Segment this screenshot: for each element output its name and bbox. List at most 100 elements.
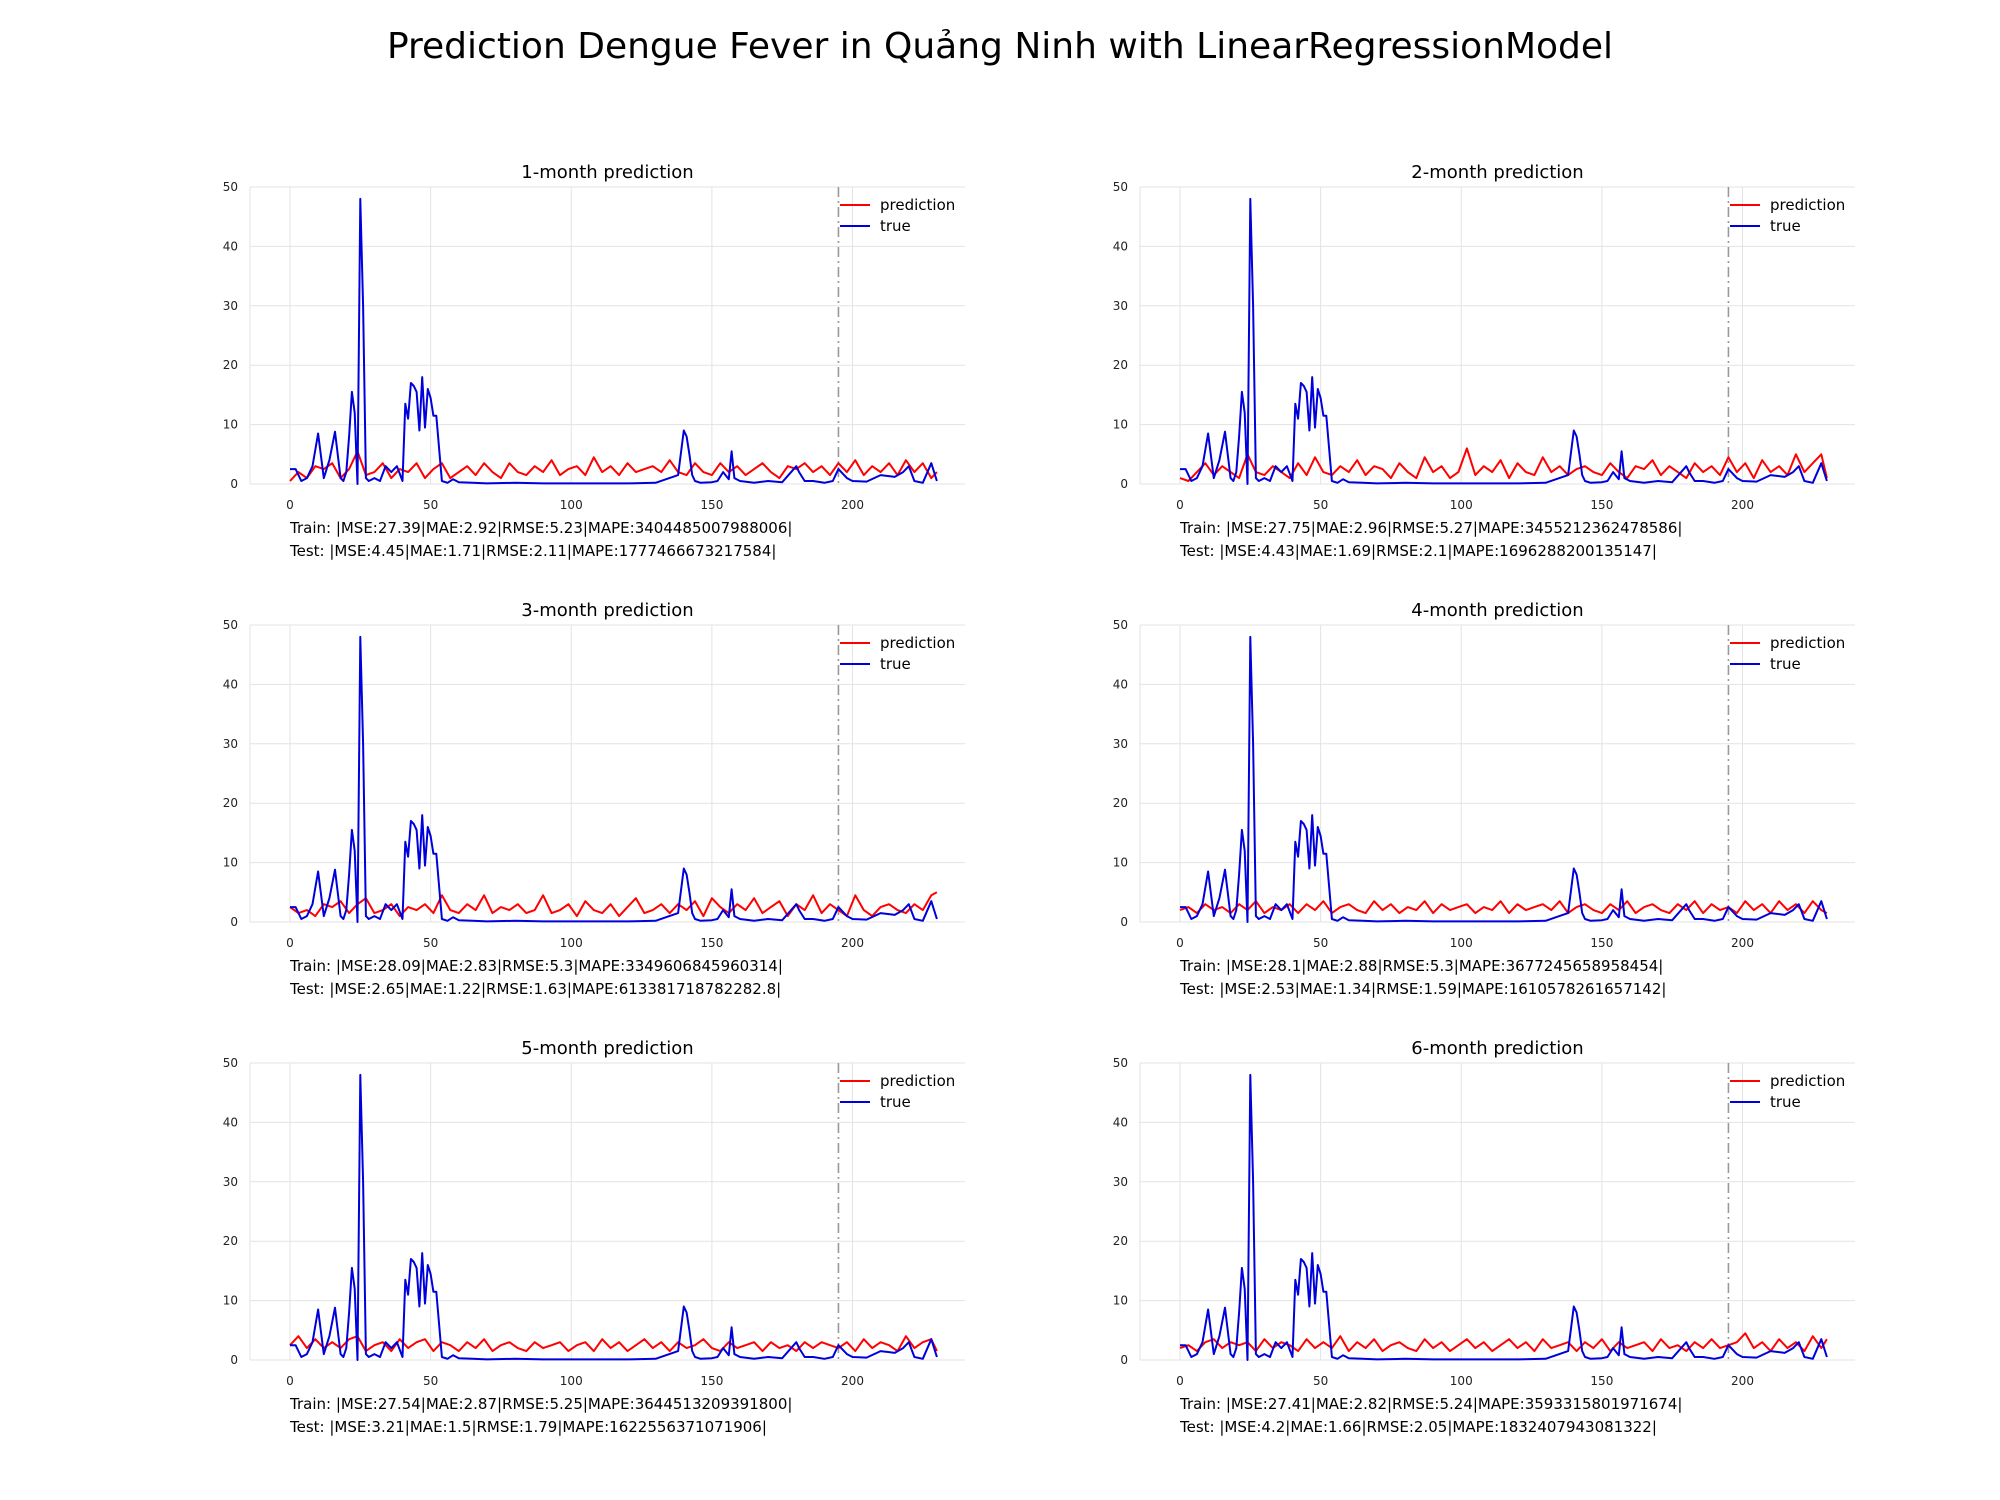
- x-tick-label: 0: [1176, 936, 1184, 950]
- y-tick-label: 30: [223, 299, 238, 313]
- x-tick-label: 100: [560, 1374, 583, 1388]
- y-tick-label: 50: [1113, 618, 1128, 632]
- x-tick-label: 200: [1731, 498, 1754, 512]
- test-metrics: Test: |MSE:4.45|MAE:1.71|RMSE:2.11|MAPE:…: [290, 542, 777, 560]
- x-tick-label: 50: [423, 936, 438, 950]
- train-metrics: Train: |MSE:27.54|MAE:2.87|RMSE:5.25|MAP…: [290, 1395, 793, 1413]
- y-tick-label: 0: [230, 915, 238, 929]
- series-line-prediction: [1179, 900, 1828, 915]
- y-tick-label: 0: [1120, 477, 1128, 491]
- series-line-prediction: [1179, 1332, 1828, 1353]
- series-line-prediction: [1179, 447, 1828, 482]
- series-line-true: [290, 635, 938, 923]
- series-line-true: [290, 1073, 938, 1361]
- figure-title: Prediction Dengue Fever in Quảng Ninh wi…: [386, 26, 1614, 67]
- chart-panel: 0 10 20 30 40 50 0 50 100 150 200 5-month predictio…: [223, 1038, 965, 1388]
- legend-label: true: [1770, 1093, 1801, 1111]
- test-metrics: Test: |MSE:3.21|MAE:1.5|RMSE:1.79|MAPE:1…: [290, 1418, 767, 1436]
- series-line-true: [1180, 197, 1828, 485]
- y-tick-label: 10: [223, 856, 238, 870]
- series-line-true: [290, 197, 938, 485]
- x-tick-label: 100: [560, 498, 583, 512]
- chart-panel: 0 10 20 30 40 50 0 50 100 150 200 6-month predictio…: [1113, 1038, 1855, 1388]
- x-tick-label: 200: [1731, 1374, 1754, 1388]
- test-metrics: Test: |MSE:4.43|MAE:1.69|RMSE:2.1|MAPE:1…: [1180, 542, 1657, 560]
- y-tick-label: 0: [230, 1353, 238, 1367]
- y-tick-label: 30: [1113, 299, 1128, 313]
- train-metrics: Train: |MSE:27.75|MAE:2.96|RMSE:5.27|MAP…: [1180, 519, 1683, 537]
- y-tick-label: 30: [223, 1175, 238, 1189]
- chart-panel: 0 10 20 30 40 50 0 50 100 150 200 3-month predictio…: [223, 600, 965, 950]
- legend-label: prediction: [1770, 196, 1845, 214]
- y-tick-label: 30: [1113, 737, 1128, 751]
- legend-label: prediction: [1770, 634, 1845, 652]
- train-metrics: Train: |MSE:28.1|MAE:2.88|RMSE:5.3|MAPE:…: [1180, 957, 1664, 975]
- legend-label: true: [1770, 655, 1801, 673]
- y-tick-label: 50: [223, 618, 238, 632]
- train-metrics: Train: |MSE:27.41|MAE:2.82|RMSE:5.24|MAP…: [1180, 1395, 1683, 1413]
- x-tick-label: 150: [700, 498, 723, 512]
- legend-label: true: [880, 1093, 911, 1111]
- panel-title: 6-month prediction: [1411, 1038, 1583, 1059]
- y-tick-label: 0: [1120, 915, 1128, 929]
- series-line-prediction: [289, 450, 938, 482]
- x-tick-label: 150: [700, 936, 723, 950]
- y-tick-label: 10: [1113, 418, 1128, 432]
- series-line-prediction: [289, 1335, 938, 1353]
- legend-label: prediction: [880, 196, 955, 214]
- chart-panel: 0 10 20 30 40 50 0 50 100 150 200 2-month predictio…: [1113, 162, 1855, 512]
- x-tick-label: 0: [1176, 1374, 1184, 1388]
- x-tick-label: 50: [423, 1374, 438, 1388]
- y-tick-label: 40: [223, 1115, 238, 1129]
- legend-label: prediction: [880, 1072, 955, 1090]
- y-tick-label: 20: [1113, 1234, 1128, 1248]
- series-line-true: [1180, 1073, 1828, 1361]
- y-tick-label: 30: [223, 737, 238, 751]
- x-tick-label: 150: [1590, 936, 1613, 950]
- panel-title: 2-month prediction: [1411, 162, 1583, 183]
- y-tick-label: 20: [223, 1234, 238, 1248]
- series-line-true: [1180, 635, 1828, 923]
- train-metrics: Train: |MSE:28.09|MAE:2.83|RMSE:5.3|MAPE…: [290, 957, 783, 975]
- legend-label: true: [1770, 217, 1801, 235]
- y-tick-label: 10: [1113, 1294, 1128, 1308]
- x-tick-label: 200: [841, 1374, 864, 1388]
- test-metrics: Test: |MSE:2.53|MAE:1.34|RMSE:1.59|MAPE:…: [1180, 980, 1667, 998]
- x-tick-label: 50: [1313, 936, 1328, 950]
- y-tick-label: 10: [1113, 856, 1128, 870]
- panel-title: 1-month prediction: [521, 162, 693, 183]
- y-tick-label: 40: [223, 677, 238, 691]
- x-tick-label: 100: [1450, 936, 1473, 950]
- y-tick-label: 10: [223, 418, 238, 432]
- x-tick-label: 150: [700, 1374, 723, 1388]
- panel-title: 3-month prediction: [521, 600, 693, 621]
- legend-label: true: [880, 655, 911, 673]
- x-tick-label: 100: [1450, 498, 1473, 512]
- test-metrics: Test: |MSE:4.2|MAE:1.66|RMSE:2.05|MAPE:1…: [1180, 1418, 1657, 1436]
- y-tick-label: 50: [1113, 180, 1128, 194]
- chart-panel: 0 10 20 30 40 50 0 50 100 150 200 4-month predictio…: [1113, 600, 1855, 950]
- y-tick-label: 20: [1113, 796, 1128, 810]
- x-tick-label: 50: [423, 498, 438, 512]
- y-tick-label: 40: [223, 239, 238, 253]
- x-tick-label: 200: [841, 498, 864, 512]
- x-tick-label: 150: [1590, 498, 1613, 512]
- y-tick-label: 40: [1113, 677, 1128, 691]
- x-tick-label: 200: [841, 936, 864, 950]
- y-tick-label: 0: [1120, 1353, 1128, 1367]
- panel-title: 4-month prediction: [1411, 600, 1583, 621]
- x-tick-label: 150: [1590, 1374, 1613, 1388]
- y-tick-label: 50: [1113, 1056, 1128, 1070]
- y-tick-label: 50: [223, 180, 238, 194]
- x-tick-label: 0: [286, 936, 294, 950]
- x-tick-label: 100: [1450, 1374, 1473, 1388]
- train-metrics: Train: |MSE:27.39|MAE:2.92|RMSE:5.23|MAP…: [290, 519, 793, 537]
- panel-title: 5-month prediction: [521, 1038, 693, 1059]
- y-tick-label: 30: [1113, 1175, 1128, 1189]
- chart-panel: 0 10 20 30 40 50 0 50 100 150 200 1-month predictio…: [223, 162, 965, 512]
- y-tick-label: 20: [223, 796, 238, 810]
- x-tick-label: 0: [286, 498, 294, 512]
- legend-label: prediction: [880, 634, 955, 652]
- y-tick-label: 40: [1113, 239, 1128, 253]
